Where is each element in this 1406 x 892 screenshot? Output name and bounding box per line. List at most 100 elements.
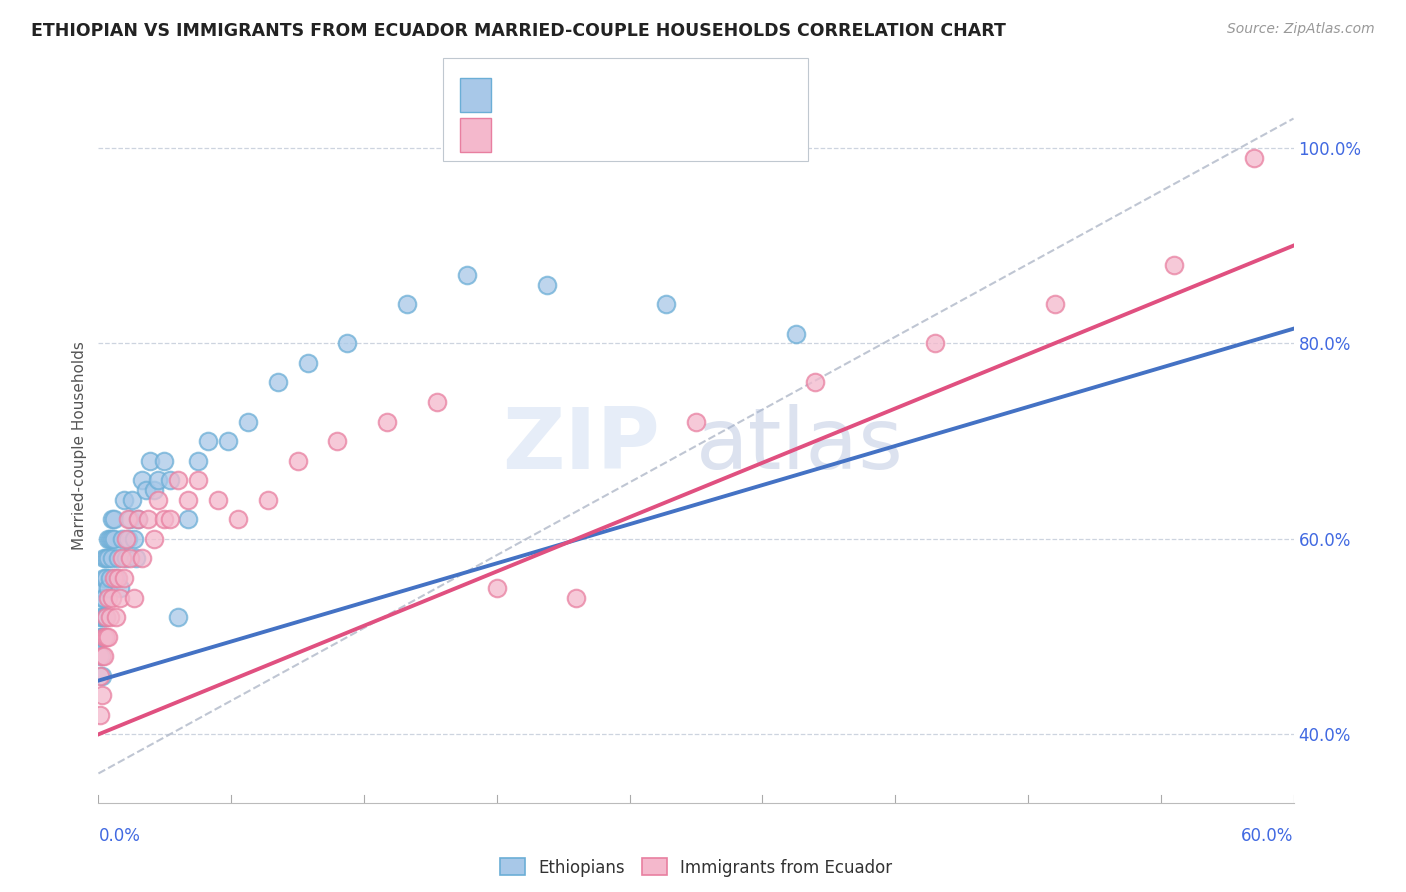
Point [103,571,125,585]
Point [89,669,111,683]
Point [565,591,588,605]
Point [115,532,138,546]
Text: 60.0%: 60.0% [1241,827,1294,846]
Point [91,610,114,624]
Point [396,297,419,311]
Point [121,492,143,507]
Point [139,453,162,467]
Point [89,707,111,722]
Point [153,512,176,526]
Point [267,376,290,390]
Text: ETHIOPIAN VS IMMIGRANTS FROM ECUADOR MARRIED-COUPLE HOUSEHOLDS CORRELATION CHART: ETHIOPIAN VS IMMIGRANTS FROM ECUADOR MAR… [31,22,1005,40]
Point [1163,258,1185,272]
Legend: Ethiopians, Immigrants from Ecuador: Ethiopians, Immigrants from Ecuador [501,858,891,877]
Point [785,326,807,341]
Point [93,610,115,624]
Text: 0.0%: 0.0% [98,827,141,846]
Point [187,473,209,487]
Point [131,551,153,566]
Text: ZIP: ZIP [502,404,661,488]
Text: atlas: atlas [696,404,904,488]
Point [336,336,359,351]
Point [89,630,111,644]
Point [148,473,170,487]
Point [485,581,508,595]
Point [148,492,170,507]
Point [197,434,219,449]
Y-axis label: Married-couple Households: Married-couple Households [72,342,87,550]
Point [89,649,111,664]
Point [101,532,124,546]
Point [297,356,319,370]
Point [375,415,398,429]
Point [98,532,122,546]
Point [167,473,190,487]
Point [456,268,478,282]
Point [101,551,124,566]
Point [136,512,159,526]
Point [97,630,120,644]
Point [685,415,707,429]
Point [97,591,120,605]
Point [217,434,239,449]
Point [105,571,128,585]
Point [804,376,827,390]
Point [103,512,125,526]
Point [101,591,124,605]
Point [159,512,181,526]
Point [110,591,132,605]
Point [93,630,115,644]
Point [207,492,229,507]
Point [98,610,122,624]
Point [111,551,134,566]
Point [91,630,114,644]
Point [1043,297,1066,311]
Point [97,581,120,595]
Point [107,571,129,585]
Point [236,415,259,429]
Point [125,551,148,566]
Point [111,532,134,546]
Point [93,571,115,585]
Point [326,434,349,449]
Point [120,512,142,526]
Point [167,610,190,624]
Point [177,512,200,526]
Point [96,551,118,566]
Point [89,610,111,624]
Point [110,581,132,595]
Point [117,512,139,526]
Text: R = 0.678   N = 47: R = 0.678 N = 47 [502,125,672,143]
Point [131,473,153,487]
Point [93,630,115,644]
Point [93,591,115,605]
Point [177,492,200,507]
Text: Source: ZipAtlas.com: Source: ZipAtlas.com [1227,22,1375,37]
Point [96,571,118,585]
Point [96,610,118,624]
Point [91,649,114,664]
Point [135,483,157,497]
Point [159,473,181,487]
Point [115,551,138,566]
Point [96,610,118,624]
Point [143,483,166,497]
Text: R = 0.596   N = 59: R = 0.596 N = 59 [502,85,672,103]
Point [97,532,120,546]
Point [91,688,114,702]
Point [93,649,115,664]
Point [103,532,125,546]
Point [97,551,120,566]
Point [98,571,122,585]
Point [101,512,124,526]
Point [924,336,946,351]
Point [187,453,209,467]
Point [112,492,135,507]
Point [120,551,142,566]
Point [153,453,176,467]
Point [127,512,149,526]
Point [112,571,135,585]
Point [226,512,249,526]
Point [655,297,678,311]
Point [124,591,146,605]
